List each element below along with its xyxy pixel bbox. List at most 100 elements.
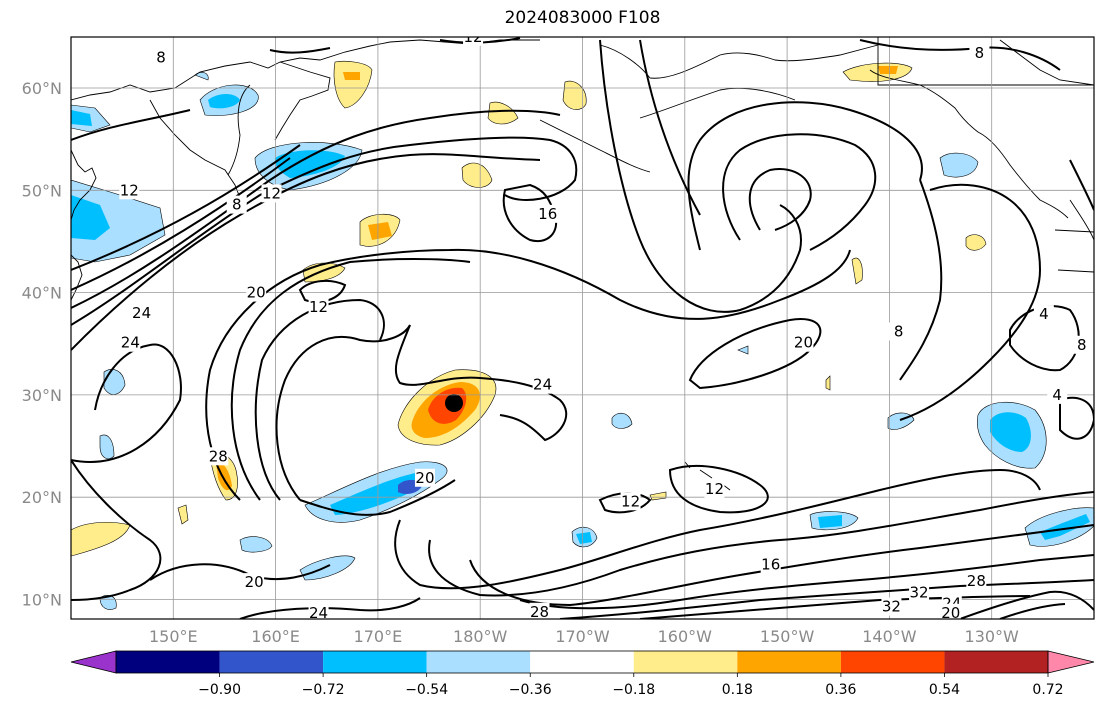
contour-label: 24: [132, 304, 151, 322]
shade-patch: [274, 150, 345, 178]
contour-label: 8: [156, 48, 166, 66]
contour-label-bg: [940, 603, 961, 619]
contour-label: 8: [975, 44, 985, 62]
contour-line: [502, 183, 558, 243]
contour-label-bg: [1047, 385, 1068, 404]
contour-line: [598, 492, 652, 514]
contour-label-bg: [244, 573, 265, 592]
contour-label-bg: [1071, 335, 1092, 354]
contour-line: [239, 597, 421, 619]
contour-line: [639, 595, 1031, 619]
contour-label-bg: [760, 555, 781, 574]
coastline: [71, 149, 97, 221]
shade-patch: [737, 345, 749, 355]
contour-line: [469, 524, 1094, 607]
contour-label-bg: [529, 602, 550, 619]
lon-tick-label: 160°E: [251, 627, 300, 646]
contour-line: [254, 298, 385, 501]
lon-tick-label: 170°E: [354, 627, 403, 646]
coastline: [71, 254, 83, 301]
lat-tick-label: 40°N: [22, 284, 62, 303]
shade-patch: [368, 222, 392, 240]
shade-patch: [990, 412, 1031, 452]
contour-line: [519, 554, 1094, 610]
latitude-axis: 60°N 50°N 40°N 30°N 20°N 10°N: [22, 79, 62, 610]
lon-tick-label: 180°W: [453, 627, 508, 646]
contour-line: [71, 144, 301, 271]
contour-layer: [71, 37, 1094, 619]
lon-tick-label: 170°W: [555, 627, 610, 646]
contour-line: [899, 183, 1042, 421]
contour-label-bg: [208, 447, 229, 466]
colorbar-tick-label: 0.18: [722, 682, 753, 698]
contour-label: 20: [245, 573, 264, 591]
contour-line: [959, 590, 1094, 619]
lon-tick-label: 150°E: [149, 627, 198, 646]
contour-line: [299, 479, 456, 516]
contour-label-bg: [131, 304, 152, 323]
colorbar-tick-label: −0.54: [405, 682, 448, 698]
contour-line: [639, 39, 701, 216]
colorbar-tick-label: 0.36: [825, 682, 856, 698]
contour-label-bg: [969, 44, 990, 63]
coastline: [539, 119, 651, 173]
shade-patch: [965, 234, 987, 251]
contour-label: 24: [533, 376, 552, 394]
contour-label: 12: [705, 480, 724, 498]
contour-label: 8: [894, 322, 904, 340]
contour-line: [428, 491, 1094, 597]
lon-tick-label: 130°W: [965, 627, 1020, 646]
contour-line: [688, 318, 822, 390]
shade-patch: [299, 555, 356, 581]
lat-tick-label: 30°N: [22, 386, 62, 405]
shade-patch: [177, 504, 189, 525]
coastline: [227, 84, 251, 176]
colorbar-segment: [426, 651, 531, 673]
shade-patch: [71, 195, 110, 240]
contour-label: 20: [415, 469, 434, 487]
shade-patch: [818, 515, 842, 528]
shade-patch: [343, 72, 360, 80]
contour-label-bg: [246, 283, 267, 302]
coastline: [639, 87, 796, 119]
contour-label-bg: [620, 492, 641, 511]
contour-label: 32: [882, 598, 901, 616]
contour-label-bg: [414, 468, 435, 487]
colorbar-tick-label: −0.36: [509, 682, 552, 698]
colorbar-tick-label: 0.54: [929, 682, 960, 698]
contour-line: [71, 157, 291, 291]
contour-label: 4: [1052, 386, 1062, 404]
contour-line: [71, 343, 182, 463]
shade-patch: [239, 536, 273, 553]
shade-patch: [1040, 514, 1090, 540]
contour-label: 24: [309, 604, 328, 622]
contour-line: [71, 153, 541, 351]
cyclone-center-dot: [445, 394, 463, 412]
contour-line: [205, 248, 851, 501]
coastline: [149, 99, 241, 199]
shading-layer: [71, 60, 1094, 610]
contour-line: [275, 324, 411, 501]
map-title: 2024083000 F108: [504, 8, 661, 28]
contour-label: 28: [967, 572, 986, 590]
contour-label-bg: [704, 480, 725, 499]
contour-label: 8: [1077, 336, 1087, 354]
coastline: [274, 61, 331, 141]
colorbar-tick-label: 0.72: [1032, 682, 1063, 698]
contour-label-bg: [120, 333, 141, 352]
contour-label-bg: [226, 195, 247, 214]
shade-patch: [825, 375, 831, 391]
contour-label-bg: [1033, 305, 1054, 324]
lon-tick-label: 140°W: [862, 627, 917, 646]
contour-line: [668, 464, 769, 514]
contour-line: [394, 324, 568, 442]
contour-label: 20: [941, 604, 960, 622]
contour-label: 20: [247, 284, 266, 302]
contour-label: 12: [120, 181, 139, 199]
contour-label: 4: [1039, 305, 1049, 323]
contour-label-bg: [151, 48, 172, 67]
colorbar-tick-label: −0.90: [198, 682, 241, 698]
contour-label: 20: [794, 334, 813, 352]
shade-patch: [939, 152, 979, 178]
contour-label: 12: [621, 492, 640, 510]
